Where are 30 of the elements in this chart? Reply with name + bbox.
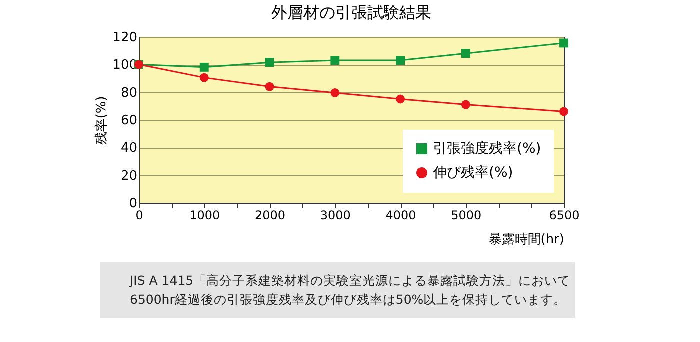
point bbox=[461, 49, 470, 58]
y-tick-label: 60 bbox=[120, 114, 138, 128]
y-axis-title: 残率(%) bbox=[94, 96, 110, 145]
x-tick-label: 4000 bbox=[386, 208, 416, 222]
point bbox=[265, 82, 274, 92]
x-axis-title: 暴露時間(hr) bbox=[488, 232, 564, 248]
point bbox=[330, 56, 340, 65]
legend-label: 伸び残率(%) bbox=[432, 165, 514, 181]
x-tick-label: 2000 bbox=[254, 208, 286, 222]
x-tick-label: 6500 bbox=[549, 208, 580, 222]
point bbox=[265, 58, 274, 68]
y-tick-label: 120 bbox=[112, 30, 138, 46]
point bbox=[330, 88, 340, 98]
point bbox=[396, 56, 406, 65]
point bbox=[200, 73, 209, 82]
x-tick-label: 5000 bbox=[451, 208, 482, 222]
point bbox=[396, 94, 406, 104]
x-tick-label: 3000 bbox=[320, 208, 351, 222]
y-tick-label: 40 bbox=[120, 141, 138, 156]
note-box: JIS A 1415「高分子系建築材料の実験室光源による暴露試験方法」において 6500hr経過後の引張強度残率及び伸び残率は50%以上を保持しています。 bbox=[100, 262, 575, 318]
point bbox=[560, 107, 568, 116]
y-tick-label: 0 bbox=[129, 196, 138, 212]
point bbox=[461, 100, 470, 110]
x-tick-label: 1000 bbox=[190, 208, 220, 222]
point bbox=[200, 62, 209, 72]
point bbox=[560, 38, 568, 48]
y-tick-label: 80 bbox=[120, 86, 138, 101]
chart-title: 外層材の引張試験結果 bbox=[272, 3, 432, 22]
legend-label: 引張強度残率(%) bbox=[433, 141, 542, 157]
y-tick-label: 20 bbox=[120, 168, 138, 184]
